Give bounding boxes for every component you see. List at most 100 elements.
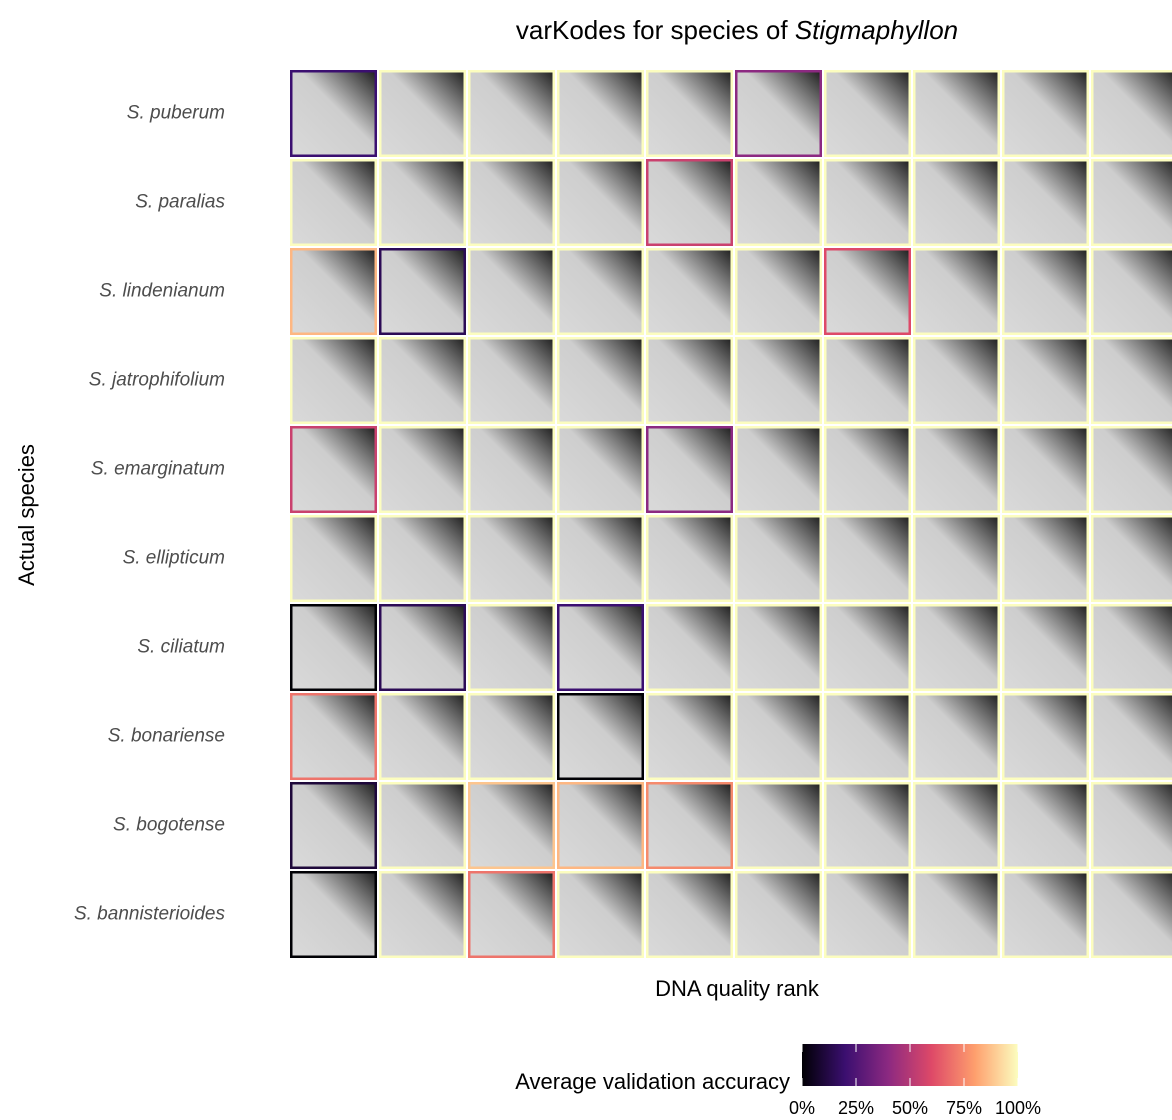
varkode-cell: [735, 782, 822, 869]
varkode-shade: [379, 426, 466, 513]
varkode-shade: [557, 782, 644, 869]
varkode-shade: [468, 70, 555, 157]
varkode-cell: [379, 604, 466, 691]
varkode-cell: [290, 782, 377, 869]
varkode-cell: [824, 159, 911, 246]
varkode-cell: [379, 426, 466, 513]
varkode-shade: [735, 426, 822, 513]
varkode-cell: [646, 693, 733, 780]
varkode-shade: [646, 782, 733, 869]
varkode-shade: [379, 70, 466, 157]
varkode-shade: [290, 248, 377, 335]
varkode-cell: [913, 70, 1000, 157]
row-label: S. paralias: [135, 192, 225, 213]
varkode-shade: [468, 871, 555, 958]
varkode-cell: [290, 426, 377, 513]
varkode-shade: [1002, 70, 1089, 157]
varkode-shade: [824, 871, 911, 958]
varkode-shade: [468, 515, 555, 602]
varkode-shade: [1091, 159, 1172, 246]
varkode-cell: [468, 693, 555, 780]
varkode-cell: [1002, 515, 1089, 602]
varkode-cell: [468, 515, 555, 602]
varkode-shade: [379, 159, 466, 246]
varkode-shade: [1091, 693, 1172, 780]
varkode-shade: [1002, 782, 1089, 869]
varkode-shade: [646, 426, 733, 513]
varkode-cell: [1002, 871, 1089, 958]
varkode-cell: [1091, 515, 1172, 602]
varkode-cell: [1002, 693, 1089, 780]
varkode-cell: [379, 337, 466, 424]
varkode-cell: [735, 337, 822, 424]
varkode-cell: [913, 426, 1000, 513]
varkode-cell: [290, 159, 377, 246]
row-label: S. bannisterioides: [74, 904, 226, 925]
varkode-cell: [1002, 426, 1089, 513]
varkode-cell: [468, 337, 555, 424]
varkode-shade: [913, 871, 1000, 958]
varkode-cell: [290, 871, 377, 958]
row-label: S. puberum: [127, 103, 225, 124]
varkode-shade: [735, 159, 822, 246]
varkode-cell: [824, 604, 911, 691]
varkode-shade: [290, 70, 377, 157]
chart-title: varKodes for species of Stigmaphyllon: [516, 15, 958, 45]
varkode-shade: [1002, 159, 1089, 246]
varkode-cell: [290, 70, 377, 157]
y-axis-label: Actual species: [14, 444, 39, 586]
row-label: S. bonariense: [108, 726, 225, 747]
varkode-shade: [913, 693, 1000, 780]
varkode-cell: [557, 248, 644, 335]
varkode-shade: [557, 159, 644, 246]
varkode-cell: [557, 515, 644, 602]
varkode-shade: [913, 604, 1000, 691]
varkode-shade: [824, 604, 911, 691]
varkode-cell: [646, 159, 733, 246]
varkode-cell: [557, 159, 644, 246]
varkode-shade: [379, 693, 466, 780]
varkode-cell: [557, 871, 644, 958]
varkode-shade: [646, 515, 733, 602]
varkode-shade: [468, 693, 555, 780]
varkode-cell: [557, 782, 644, 869]
varkode-cell: [735, 515, 822, 602]
varkode-cell: [468, 426, 555, 513]
varkode-shade: [913, 337, 1000, 424]
varkode-shade: [1091, 515, 1172, 602]
varkode-cell: [1002, 337, 1089, 424]
varkode-cell: [557, 426, 644, 513]
varkode-cell: [557, 337, 644, 424]
varkode-cell: [824, 693, 911, 780]
varkode-shade: [646, 604, 733, 691]
varkode-cell: [824, 782, 911, 869]
varkode-shade: [735, 337, 822, 424]
row-label: S. bogotense: [113, 815, 225, 836]
varkode-cell: [824, 871, 911, 958]
varkode-shade: [290, 604, 377, 691]
varkode-cell: [468, 159, 555, 246]
colorbar-tick-label: 0%: [789, 1098, 815, 1118]
varkode-shade: [646, 337, 733, 424]
varkode-cell: [735, 426, 822, 513]
varkode-shade: [468, 248, 555, 335]
varkode-shade: [646, 871, 733, 958]
varkode-shade: [1002, 426, 1089, 513]
varkode-shade: [824, 70, 911, 157]
varkode-shade: [913, 159, 1000, 246]
varkode-cell: [646, 515, 733, 602]
x-axis-label: DNA quality rank: [655, 976, 820, 1001]
varkode-cell: [735, 871, 822, 958]
varkode-cell: [646, 604, 733, 691]
varkode-shade: [379, 782, 466, 869]
page: varKodes for species of Stigmaphyllon DN…: [0, 0, 1172, 1120]
row-label: S. lindenianum: [99, 281, 225, 302]
varkode-cell: [646, 782, 733, 869]
varkode-cell: [913, 515, 1000, 602]
varkode-shade: [468, 604, 555, 691]
varkode-shade: [1091, 604, 1172, 691]
varkode-cell: [1002, 248, 1089, 335]
varkode-shade: [1091, 70, 1172, 157]
varkode-cell: [1091, 248, 1172, 335]
title-text: varKodes for species of: [516, 15, 788, 45]
